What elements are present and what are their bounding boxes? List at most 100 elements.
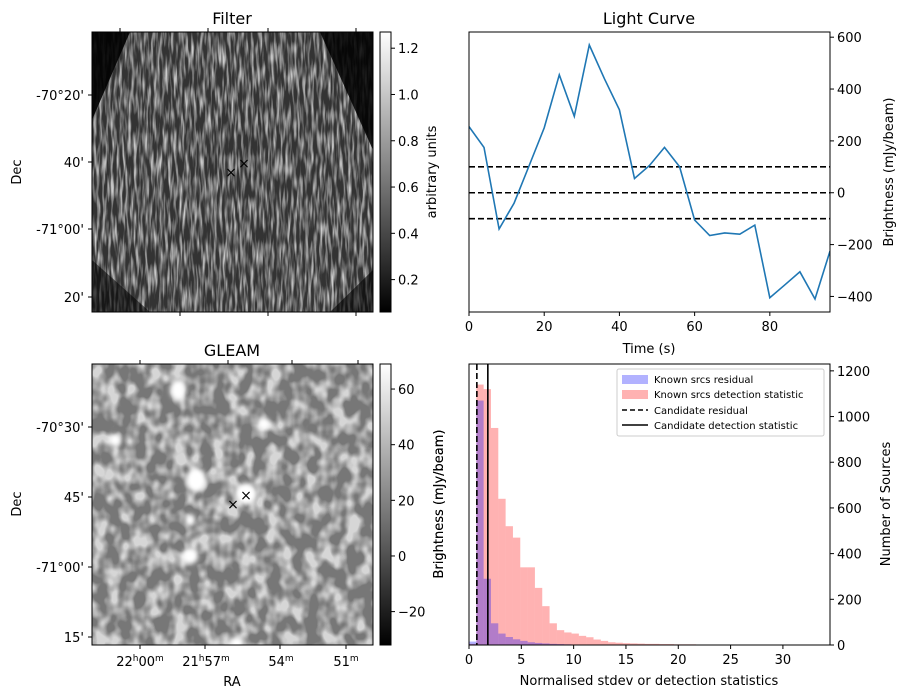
legend-swatch-known-residual: [622, 375, 648, 384]
y-tick-label: 1200: [837, 365, 870, 380]
histogram-bar: [542, 643, 550, 645]
filter-panel: Filter × × Dec -70°20' 40' -71°00' 20' 0…: [10, 9, 440, 316]
histogram-ylabel-left: Brightness (mJy/beam): [432, 430, 447, 579]
colorbar-tick-label: 1.2: [398, 42, 419, 57]
legend-label: Known srcs residual: [654, 375, 753, 386]
histogram-bar: [549, 623, 557, 645]
histogram-bar: [534, 642, 543, 645]
histogram-bar: [593, 639, 601, 645]
histogram-bar: [520, 567, 528, 645]
histogram-bar: [490, 427, 499, 645]
light-curve-ylabel: Brightness (mJy/beam): [882, 98, 897, 247]
gleam-ytick: 45': [64, 491, 84, 506]
histogram-bar: [527, 642, 535, 645]
legend-label: Candidate detection statistic: [654, 421, 798, 432]
histogram-bar: [586, 637, 594, 645]
filter-title: Filter: [212, 9, 252, 28]
filter-marker-known: ×: [225, 165, 237, 181]
filter-yticks: -70°20' 40' -71°00' 20': [36, 89, 92, 306]
histogram-bar: [630, 643, 638, 645]
legend-label: Known srcs detection statistic: [654, 390, 803, 401]
gleam-xtick: 51m: [333, 654, 358, 670]
filter-ytick: 40': [64, 156, 84, 171]
x-tick-label: 20: [670, 653, 687, 668]
histogram-bar: [542, 606, 550, 645]
colorbar-tick-label: 60: [398, 383, 415, 398]
y-tick-label: 400: [837, 548, 862, 563]
colorbar-tick-label: 1.0: [398, 88, 419, 103]
histogram-bar: [505, 637, 513, 645]
gleam-panel: GLEAM × × Dec -70°30' 45' -71°00' 15': [10, 341, 447, 690]
histogram-bar: [490, 623, 499, 645]
gleam-ylabel: Dec: [10, 491, 25, 516]
histogram-bar: [564, 632, 572, 645]
y-tick-label: 600: [837, 31, 862, 46]
y-tick-label: 0: [837, 639, 845, 654]
gleam-colorbar-label: Brightness (mJy/beam): [432, 430, 447, 579]
filter-ytick: -70°20': [36, 89, 84, 104]
x-tick-label: 0: [465, 320, 473, 335]
x-tick-label: 30: [775, 653, 792, 668]
histogram-bar: [578, 635, 587, 645]
light-curve-series: [469, 42, 830, 302]
gleam-ytick: -71°00': [36, 561, 84, 576]
colorbar-tick-label: 0.6: [398, 181, 419, 196]
x-tick-label: 40: [611, 320, 628, 335]
light-curve-panel: Light Curve 0 20 40 60 80 −400 −200 0 200 400 600…: [465, 9, 897, 357]
histogram-xlabel: Normalised stdev or detection statistics: [520, 674, 779, 689]
histogram-bar: [469, 643, 477, 645]
histogram-ylabel-right: Number of Sources: [879, 442, 894, 567]
histogram-bar: [520, 640, 528, 645]
y-tick-label: 1000: [837, 411, 870, 426]
y-tick-label: 400: [837, 83, 862, 98]
y-tick-label: −400: [837, 290, 873, 305]
gleam-xtick-marks: [139, 360, 359, 649]
histogram-bar: [556, 630, 565, 645]
light-curve-xlabel: Time (s): [622, 342, 676, 357]
histogram-bar: [498, 633, 506, 645]
histogram-bar: [469, 641, 477, 645]
gleam-xtick: 54m: [268, 654, 293, 670]
histogram-bar: [644, 643, 653, 645]
filter-image: [92, 32, 373, 312]
gleam-ytick: 15': [64, 631, 84, 646]
colorbar-tick-label: 0.2: [398, 274, 419, 289]
y-tick-label: 200: [837, 593, 862, 608]
colorbar-tick-label: 40: [398, 439, 415, 454]
histogram-bar: [622, 643, 631, 645]
histogram-bar: [608, 642, 616, 645]
colorbar-tick-label: −20: [398, 606, 425, 621]
y-tick-label: 0: [837, 187, 845, 202]
filter-ytick: -71°00': [36, 223, 84, 238]
gleam-xtick: 22h00m: [116, 654, 164, 670]
gleam-title: GLEAM: [204, 341, 260, 360]
filter-colorbar-label: arbitrary units: [425, 125, 440, 218]
x-tick-label: 15: [618, 653, 635, 668]
histogram-bar: [505, 526, 513, 645]
histogram-bar: [476, 400, 484, 645]
x-tick-label: 0: [465, 653, 473, 668]
filter-ylabel: Dec: [10, 159, 25, 184]
histogram-bar: [549, 643, 557, 645]
gleam-ytick: -70°30': [36, 421, 84, 436]
histogram-bar: [512, 639, 521, 645]
histogram-bar: [534, 587, 543, 645]
histogram-bar: [637, 643, 645, 645]
histogram-bar: [600, 640, 609, 645]
gleam-xlabel: RA: [223, 675, 241, 690]
histogram-bar: [512, 537, 521, 645]
light-curve-title: Light Curve: [603, 9, 695, 28]
x-tick-label: 80: [762, 320, 779, 335]
colorbar-tick-label: 0: [398, 550, 406, 565]
y-tick-label: 600: [837, 502, 862, 517]
x-tick-label: 25: [722, 653, 739, 668]
filter-marker-candidate: ×: [238, 156, 250, 172]
filter-xticks: [119, 28, 357, 316]
legend-label: Candidate residual: [654, 406, 748, 417]
colorbar-tick-label: 0.4: [398, 227, 419, 242]
filter-colorbar: 0.2 0.4 0.6 0.8 1.0 1.2 arbitrary units: [379, 31, 440, 313]
gleam-colorbar: −20 0 20 40 60 Brightness (mJy/beam): [379, 363, 447, 646]
histogram-bar: [652, 643, 660, 645]
y-tick-label: 800: [837, 456, 862, 471]
